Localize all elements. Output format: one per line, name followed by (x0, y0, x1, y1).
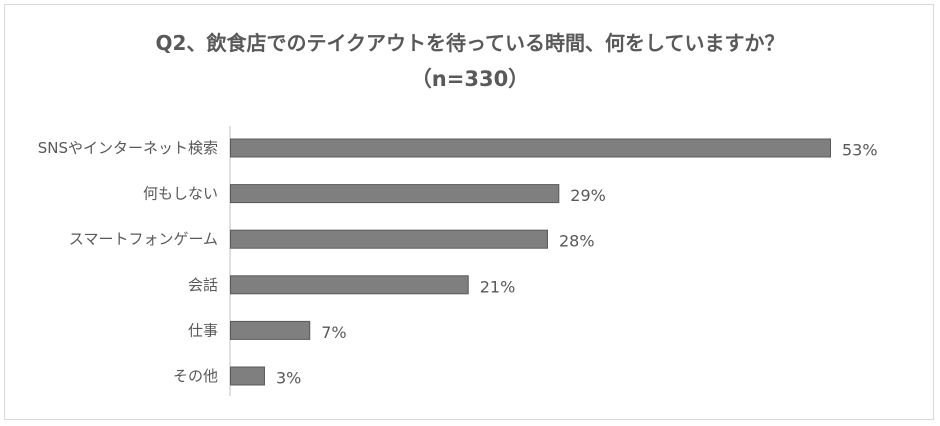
bar (230, 138, 831, 158)
category-label: 何もしない (143, 185, 218, 203)
value-label: 3% (276, 369, 301, 388)
bar (230, 275, 469, 295)
category-label: 会話 (188, 276, 218, 294)
chart-frame (4, 4, 934, 420)
category-label: その他 (173, 367, 218, 385)
bars (230, 138, 831, 386)
bar (230, 184, 560, 204)
value-label: 7% (321, 323, 346, 342)
chart-subtitle: （n=330） (410, 67, 530, 91)
category-label: 仕事 (188, 321, 218, 339)
category-label: スマートフォンゲーム (69, 230, 218, 248)
category-label: SNSやインターネット検索 (38, 139, 218, 157)
value-label: 29% (570, 186, 606, 205)
value-label: 21% (480, 277, 516, 296)
chart-title: Q2、飲食店でのテイクアウトを待っている時間、何をしていますか？ (155, 31, 785, 55)
value-label: 28% (559, 232, 595, 251)
bar (230, 366, 265, 386)
value-label: 53% (842, 141, 878, 160)
value-labels: 53% 29% 28% 21% 7% 3% (276, 141, 878, 388)
bar (230, 320, 311, 340)
bar (230, 229, 548, 249)
